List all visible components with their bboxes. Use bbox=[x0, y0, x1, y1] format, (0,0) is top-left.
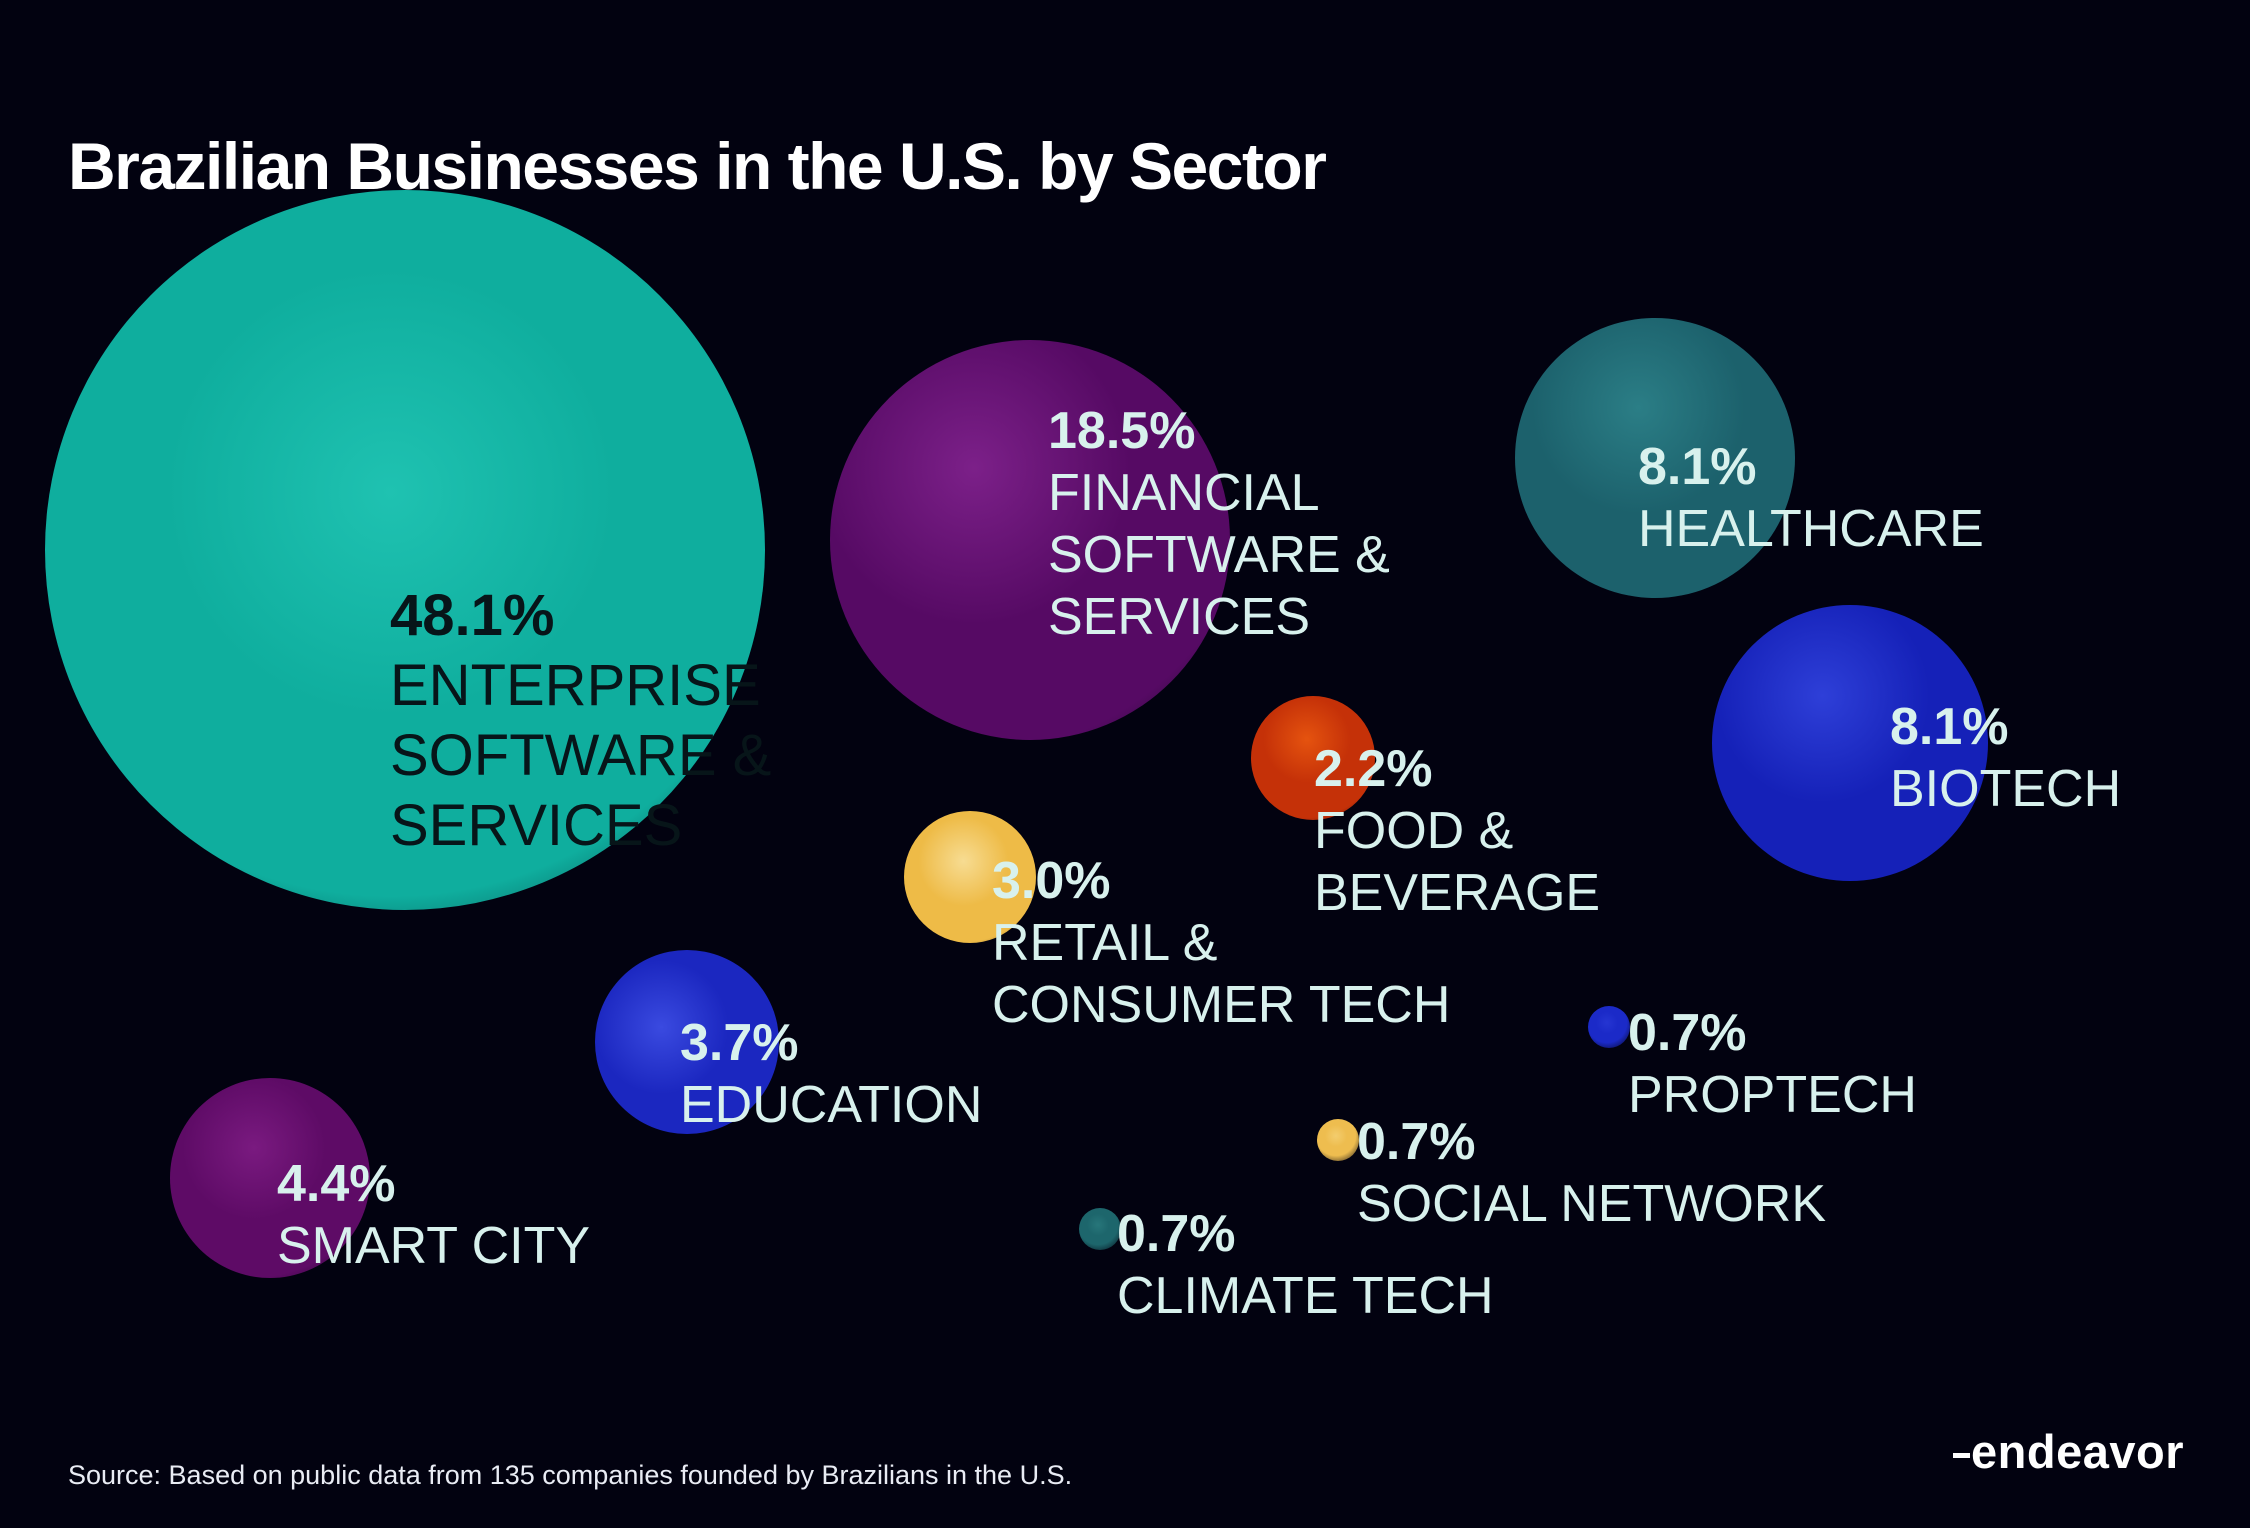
bubble-retail-consumer-tech bbox=[904, 811, 1036, 943]
label-retail-consumer-tech-name-line-1: RETAIL & bbox=[992, 914, 1218, 972]
endeavor-logo: endeavor bbox=[1953, 1426, 2184, 1478]
label-enterprise-software-services-name-line-3: SERVICES bbox=[390, 793, 683, 858]
bubble-climate-tech bbox=[1079, 1208, 1121, 1250]
bubble-biotech bbox=[1712, 605, 1988, 881]
bubble-proptech bbox=[1588, 1006, 1630, 1048]
label-biotech-name-line-1: BIOTECH bbox=[1890, 760, 2122, 818]
label-smart-city-name-line-1: SMART CITY bbox=[277, 1217, 591, 1275]
label-financial-software-services: 18.5% FINANCIAL SOFTWARE & SERVICES bbox=[1048, 400, 1390, 648]
bubble-healthcare bbox=[1515, 318, 1795, 598]
label-healthcare-percentage: 8.1% bbox=[1638, 438, 1757, 496]
label-enterprise-software-services-percentage: 48.1% bbox=[390, 583, 555, 648]
label-enterprise-software-services: 48.1% ENTERPRISE SOFTWARE & SERVICES bbox=[390, 581, 771, 861]
label-retail-consumer-tech-percentage: 3.0% bbox=[992, 852, 1111, 910]
label-food-beverage: 2.2% FOOD & BEVERAGE bbox=[1314, 738, 1600, 924]
bubble-financial-software-services bbox=[830, 340, 1230, 740]
logo-dash-icon bbox=[1953, 1452, 1971, 1458]
label-food-beverage-percentage: 2.2% bbox=[1314, 740, 1433, 798]
label-social-network-name-line-1: SOCIAL NETWORK bbox=[1357, 1175, 1827, 1233]
label-climate-tech: 0.7% CLIMATE TECH bbox=[1117, 1203, 1494, 1327]
label-education: 3.7% EDUCATION bbox=[680, 1012, 982, 1136]
bubble-smart-city bbox=[170, 1078, 370, 1278]
label-social-network-percentage: 0.7% bbox=[1357, 1113, 1476, 1171]
label-financial-software-services-name-line-1: FINANCIAL bbox=[1048, 464, 1320, 522]
bubble-food-beverage bbox=[1251, 696, 1375, 820]
label-proptech-percentage: 0.7% bbox=[1628, 1004, 1747, 1062]
label-education-percentage: 3.7% bbox=[680, 1014, 799, 1072]
bubble-enterprise-software-services bbox=[45, 190, 765, 910]
label-education-name-line-1: EDUCATION bbox=[680, 1076, 983, 1134]
label-financial-software-services-name-line-3: SERVICES bbox=[1048, 588, 1311, 646]
label-food-beverage-name-line-1: FOOD & bbox=[1314, 802, 1514, 860]
label-retail-consumer-tech: 3.0% RETAIL & CONSUMER TECH bbox=[992, 850, 1450, 1036]
label-proptech-name-line-1: PROPTECH bbox=[1628, 1066, 1917, 1124]
bubble-social-network bbox=[1317, 1119, 1359, 1161]
endeavor-logo-text: endeavor bbox=[1971, 1425, 2184, 1478]
label-social-network: 0.7% SOCIAL NETWORK bbox=[1357, 1111, 1826, 1235]
label-retail-consumer-tech-name-line-2: CONSUMER TECH bbox=[992, 976, 1451, 1034]
label-healthcare-name-line-1: HEALTHCARE bbox=[1638, 500, 1984, 558]
label-financial-software-services-name-line-2: SOFTWARE & bbox=[1048, 526, 1390, 584]
label-smart-city-percentage: 4.4% bbox=[277, 1155, 396, 1213]
source-note: Source: Based on public data from 135 co… bbox=[68, 1460, 1073, 1490]
label-biotech: 8.1% BIOTECH bbox=[1890, 696, 2121, 820]
bubble-education bbox=[595, 950, 779, 1134]
label-climate-tech-name-line-1: CLIMATE TECH bbox=[1117, 1267, 1494, 1325]
label-smart-city: 4.4% SMART CITY bbox=[277, 1153, 590, 1277]
label-enterprise-software-services-name-line-2: SOFTWARE & bbox=[390, 723, 772, 788]
label-biotech-percentage: 8.1% bbox=[1890, 698, 2009, 756]
label-climate-tech-percentage: 0.7% bbox=[1117, 1205, 1236, 1263]
label-healthcare: 8.1% HEALTHCARE bbox=[1638, 436, 1984, 560]
label-enterprise-software-services-name-line-1: ENTERPRISE bbox=[390, 653, 761, 718]
page-title: Brazilian Businesses in the U.S. by Sect… bbox=[68, 129, 1327, 203]
label-proptech: 0.7% PROPTECH bbox=[1628, 1002, 1917, 1126]
label-food-beverage-name-line-2: BEVERAGE bbox=[1314, 864, 1601, 922]
label-financial-software-services-percentage: 18.5% bbox=[1048, 402, 1196, 460]
